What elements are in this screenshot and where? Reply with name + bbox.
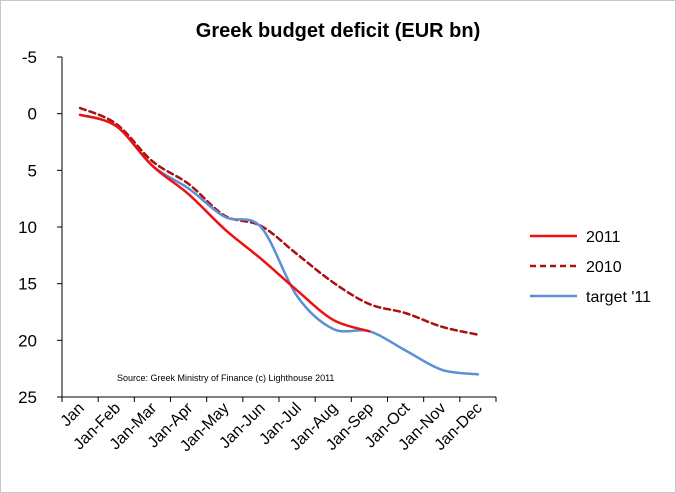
x-tick-label: Jan bbox=[58, 400, 88, 430]
series-layer bbox=[78, 106, 480, 376]
y-tick-label: 15 bbox=[18, 275, 37, 294]
legend-label-target-11: target '11 bbox=[586, 289, 651, 306]
chart-title: Greek budget deficit (EUR bn) bbox=[196, 20, 480, 42]
series-line-target-11 bbox=[78, 113, 480, 376]
y-tick-label: 0 bbox=[28, 105, 37, 124]
legend-label-2011: 2011 bbox=[586, 229, 621, 246]
series-line-2010 bbox=[78, 106, 480, 336]
y-axis: -5 0 5 10 15 20 25 bbox=[18, 48, 63, 407]
y-tick-label: 5 bbox=[28, 161, 37, 180]
y-tick-label: 20 bbox=[18, 331, 37, 350]
y-tick-label: 10 bbox=[18, 218, 37, 237]
series-line-2011 bbox=[78, 113, 371, 333]
x-axis: JanJan-FebJan-MarJan-AprJan-MayJan-JunJa… bbox=[58, 396, 497, 455]
source-annotation: Source: Greek Ministry of Finance (c) Li… bbox=[117, 373, 334, 383]
y-tick-label: -5 bbox=[22, 48, 37, 67]
legend: 2011 2010 target '11 bbox=[530, 229, 651, 306]
y-tick-label: 25 bbox=[18, 388, 37, 407]
legend-label-2010: 2010 bbox=[586, 259, 622, 276]
